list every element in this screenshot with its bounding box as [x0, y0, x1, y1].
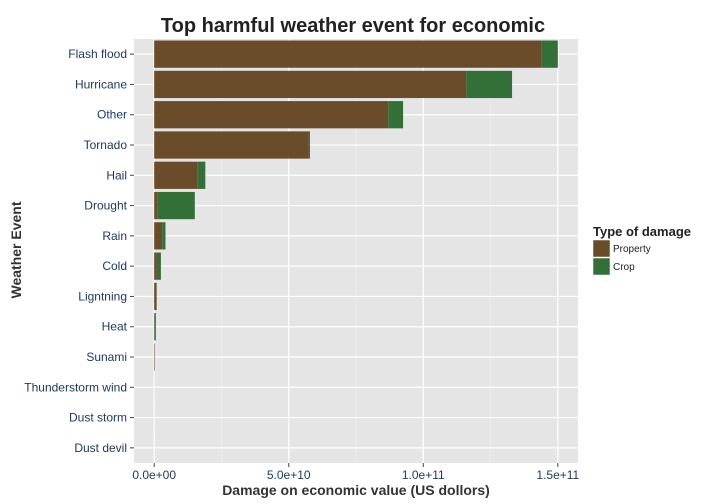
bar-crop-heat [154, 313, 156, 341]
y-tick-label: Ligntning [78, 289, 127, 303]
bar-property-flash-flood [154, 40, 542, 68]
x-axis-title: Damage on economic value (US dollors) [222, 482, 490, 498]
y-tick-label: Dust devil [74, 441, 127, 455]
y-axis-title: Weather Event [8, 201, 24, 298]
bar-crop-rain [162, 222, 166, 250]
legend-label-crop: Crop [613, 262, 635, 273]
y-tick-label: Other [97, 108, 127, 122]
bar-property-other [154, 101, 389, 129]
legend-swatch-property [592, 239, 611, 258]
y-tick-label: Hail [106, 168, 127, 182]
legend-title: Type of damage [593, 224, 691, 239]
legend-label-property: Property [613, 244, 651, 255]
x-tick-label: 0.0e+00 [132, 468, 176, 482]
bar-crop-hail [197, 161, 206, 189]
bar-property-rain [154, 222, 163, 250]
bar-crop-cold [156, 252, 161, 280]
y-tick-label: Sunami [86, 350, 127, 364]
y-tick-label: Drought [84, 199, 127, 213]
chart-title: Top harmful weather event for economic [161, 15, 545, 37]
y-tick-label: Tornado [84, 138, 128, 152]
y-tick-label: Dust storm [69, 411, 127, 425]
bar-crop-other [388, 101, 404, 129]
x-axis-ticks: 0.0e+00 5.0e+10 1.0e+11 1.5e+11 [132, 463, 580, 482]
y-tick-label: Cold [102, 259, 127, 273]
bar-crop-tornado [308, 131, 310, 159]
legend: Type of damage Property Crop [592, 224, 691, 276]
y-tick-label: Thunderstorm wind [24, 380, 127, 394]
bars [154, 40, 558, 462]
bar-property-hurricane [154, 70, 467, 99]
bar-crop-hurricane [466, 70, 513, 99]
bar-property-drought [154, 191, 158, 220]
x-tick-label: 1.5e+11 [536, 468, 579, 482]
legend-swatch-crop [592, 257, 611, 276]
bar-property-ligntning [154, 282, 157, 311]
bar-property-hail [154, 161, 198, 189]
x-tick-label: 1.0e+11 [402, 468, 445, 482]
y-axis-ticks: Flash flood Hurricane Other Tornado Hail Drou… [24, 47, 134, 455]
y-tick-label: Heat [102, 320, 128, 334]
bar-property-sunami [154, 343, 155, 371]
bar-property-tornado [154, 131, 309, 159]
y-tick-label: Flash flood [68, 47, 127, 61]
y-tick-label: Rain [102, 229, 127, 243]
bar-crop-flash-flood [541, 40, 558, 68]
x-tick-label: 5.0e+10 [267, 468, 311, 482]
y-tick-label: Hurricane [75, 77, 127, 91]
bar-property-cold [154, 252, 157, 280]
bar-crop-drought [157, 191, 195, 220]
